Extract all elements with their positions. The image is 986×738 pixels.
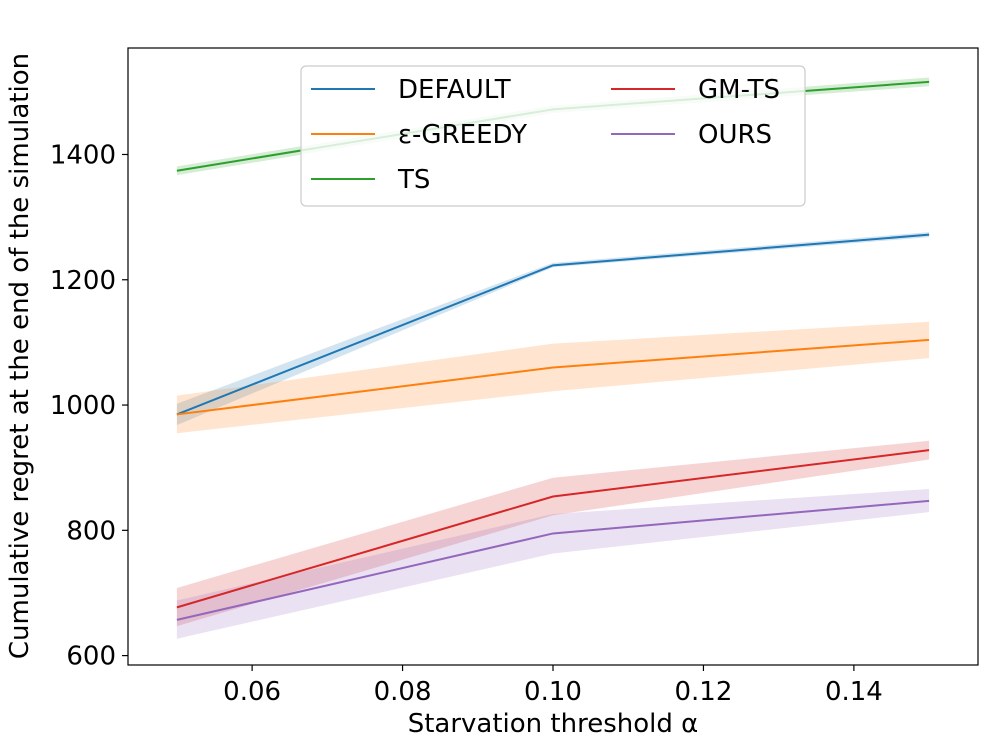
y-tick-label: 1400: [50, 140, 116, 170]
x-tick-label: 0.14: [825, 677, 883, 707]
legend-label-gm-ts: GM-TS: [698, 75, 780, 105]
y-tick-label: 600: [66, 642, 116, 672]
x-axis-title: Starvation threshold α: [408, 709, 699, 738]
band-gm-ts: [176, 440, 930, 627]
y-tick-label: 1000: [50, 391, 116, 421]
y-axis-title: Cumulative regret at the end of the simu…: [5, 53, 35, 659]
legend-label-ours: OURS: [698, 120, 772, 150]
x-tick-label: 0.10: [524, 677, 582, 707]
y-tick-label: 1200: [50, 266, 116, 296]
legend-label-default: DEFAULT: [398, 75, 511, 105]
band-ours: [176, 488, 930, 639]
legend: DEFAULT ε-GREEDY TS GM-TS OURS: [300, 65, 806, 207]
x-tick-label: 0.06: [223, 677, 281, 707]
y-tick-label: 800: [66, 516, 116, 546]
band-greedy: [176, 321, 930, 434]
legend-label-ts: TS: [397, 165, 430, 195]
legend-label-greedy: ε-GREEDY: [398, 120, 527, 150]
x-tick-label: 0.12: [674, 677, 732, 707]
legend-box: [300, 65, 806, 207]
y-axis: 600 800 1000 1200 1400: [50, 140, 128, 672]
x-axis: 0.06 0.08 0.10 0.12 0.14: [223, 665, 883, 707]
x-tick-label: 0.08: [374, 677, 432, 707]
